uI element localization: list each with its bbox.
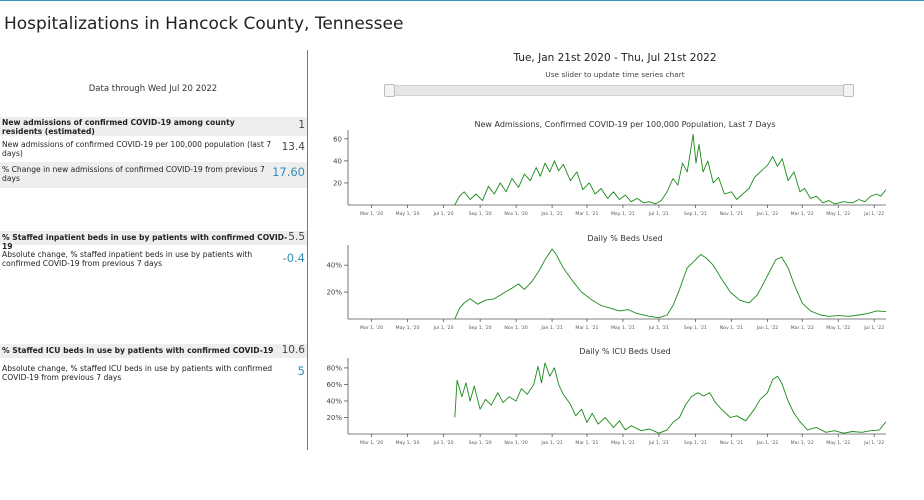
date-range-title: Tue, Jan 21st 2020 - Thu, Jul 21st 2022: [513, 52, 717, 64]
x-tick-label-icu: May 1, '21: [611, 440, 635, 446]
page-title: Hospitalizations in Hancock County, Tenn…: [4, 14, 404, 34]
slider-end-handle[interactable]: [843, 84, 854, 97]
series-line-beds: [454, 248, 887, 320]
x-tick-label-admissions: Mar 1, '22: [791, 211, 814, 217]
metric-value: 5: [297, 364, 305, 378]
metric-row-inpatient-beds-change: Absolute change, % staffed inpatient bed…: [0, 249, 307, 273]
metric-value: 5.5: [288, 231, 305, 243]
x-tick-label-icu: Nov 1, '20: [504, 440, 527, 446]
metric-row-admissions-per-100k: New admissions of confirmed COVID-19 per…: [0, 139, 307, 159]
column-divider: [307, 50, 308, 450]
metric-value: 17.60: [272, 165, 305, 179]
metric-value: 13.4: [281, 141, 305, 153]
x-tick-label-admissions: Jul 1, '22: [863, 211, 884, 217]
chart-title-icu: Daily % ICU Beds Used: [579, 347, 671, 356]
metric-value: 10.6: [281, 344, 305, 356]
metric-row-icu-beds: % Staffed ICU beds in use by patients wi…: [0, 344, 307, 358]
x-tick-label-icu: Sep 1, '21: [684, 440, 707, 446]
y-tick-label-icu: 40%: [326, 397, 342, 405]
x-tick-label-admissions: Jan 1, '21: [540, 211, 563, 217]
x-tick-label-beds: Sep 1, '20: [469, 325, 492, 331]
x-tick-label-beds: May 1, '22: [826, 325, 850, 331]
y-tick-label-beds: 40%: [326, 262, 342, 270]
y-tick-label-icu: 60%: [326, 381, 342, 389]
x-tick-label-beds: Nov 1, '20: [504, 325, 527, 331]
x-tick-label-beds: May 1, '21: [611, 325, 635, 331]
x-tick-label-admissions: Nov 1, '20: [504, 211, 527, 217]
metric-label: Absolute change, % staffed inpatient bed…: [2, 250, 253, 268]
x-tick-label-icu: Sep 1, '20: [469, 440, 492, 446]
x-tick-label-beds: Jul 1, '20: [433, 325, 454, 331]
chart-title-beds: Daily % Beds Used: [587, 234, 662, 243]
x-tick-label-icu: Jan 1, '21: [540, 440, 563, 446]
series-line-admissions: [454, 133, 887, 206]
x-tick-label-admissions: Jan 1, '22: [756, 211, 779, 217]
x-tick-label-admissions: May 1, '22: [826, 211, 850, 217]
metric-value: -0.4: [282, 251, 305, 265]
x-tick-label-beds: Nov 1, '21: [720, 325, 743, 331]
x-tick-label-beds: Mar 1, '22: [791, 325, 814, 331]
x-tick-label-beds: Sep 1, '21: [684, 325, 707, 331]
top-border: [0, 0, 924, 1]
x-tick-label-icu: May 1, '22: [826, 440, 850, 446]
series-line-icu: [454, 362, 887, 434]
metric-label: New admissions of confirmed COVID-19 amo…: [2, 118, 235, 136]
y-tick-label-icu: 20%: [326, 414, 342, 422]
x-tick-label-beds: Jan 1, '21: [540, 325, 563, 331]
x-tick-label-admissions: Sep 1, '21: [684, 211, 707, 217]
x-tick-label-icu: Jan 1, '22: [756, 440, 779, 446]
metric-label: % Staffed inpatient beds in use by patie…: [2, 233, 288, 251]
slider-start-handle[interactable]: [384, 84, 395, 97]
x-tick-label-icu: Mar 1, '20: [360, 440, 383, 446]
x-tick-label-icu: May 1, '20: [396, 440, 420, 446]
y-tick-label-beds: 20%: [326, 289, 342, 297]
metric-label: % Staffed ICU beds in use by patients wi…: [2, 346, 274, 355]
x-tick-label-icu: Jul 1, '20: [433, 440, 454, 446]
y-tick-label-admissions: 20: [333, 179, 342, 187]
x-tick-label-icu: Mar 1, '21: [575, 440, 598, 446]
metric-row-new-admissions: New admissions of confirmed COVID-19 amo…: [0, 117, 307, 136]
x-tick-label-beds: Mar 1, '20: [360, 325, 383, 331]
x-tick-label-admissions: May 1, '21: [611, 211, 635, 217]
data-through-date: Data through Wed Jul 20 2022: [88, 84, 218, 94]
x-tick-label-icu: Nov 1, '21: [720, 440, 743, 446]
x-tick-label-admissions: Jul 1, '20: [433, 211, 454, 217]
x-tick-label-beds: Jul 1, '21: [648, 325, 669, 331]
chart-title-admissions: New Admissions, Confirmed COVID-19 per 1…: [475, 120, 776, 129]
x-tick-label-beds: Mar 1, '21: [575, 325, 598, 331]
y-tick-label-icu: 80%: [326, 364, 342, 372]
x-tick-label-beds: Jul 1, '22: [863, 325, 884, 331]
x-tick-label-icu: Jul 1, '22: [863, 440, 884, 446]
metric-row-inpatient-beds: % Staffed inpatient beds in use by patie…: [0, 231, 307, 251]
x-tick-label-admissions: Jul 1, '21: [648, 211, 669, 217]
metric-row-admissions-change: % Change in new admissions of confirmed …: [0, 162, 307, 188]
x-tick-label-admissions: Mar 1, '21: [575, 211, 598, 217]
y-tick-label-admissions: 60: [333, 135, 342, 143]
metric-value: 1: [298, 119, 305, 131]
x-tick-label-icu: Jul 1, '21: [648, 440, 669, 446]
x-tick-label-icu: Mar 1, '22: [791, 440, 814, 446]
x-tick-label-admissions: May 1, '20: [396, 211, 420, 217]
x-tick-label-admissions: Nov 1, '21: [720, 211, 743, 217]
x-tick-label-beds: Jan 1, '22: [756, 325, 779, 331]
metric-label: Absolute change, % staffed ICU beds in u…: [2, 364, 273, 382]
metric-label: % Change in new admissions of confirmed …: [2, 165, 265, 183]
x-tick-label-admissions: Sep 1, '20: [469, 211, 492, 217]
x-tick-label-admissions: Mar 1, '20: [360, 211, 383, 217]
slider-instructions: Use slider to update time series chart: [545, 70, 685, 79]
y-tick-label-admissions: 40: [333, 157, 342, 165]
x-tick-label-beds: May 1, '20: [396, 325, 420, 331]
metric-row-icu-beds-change: Absolute change, % staffed ICU beds in u…: [0, 362, 307, 386]
metric-label: New admissions of confirmed COVID-19 per…: [2, 140, 272, 158]
